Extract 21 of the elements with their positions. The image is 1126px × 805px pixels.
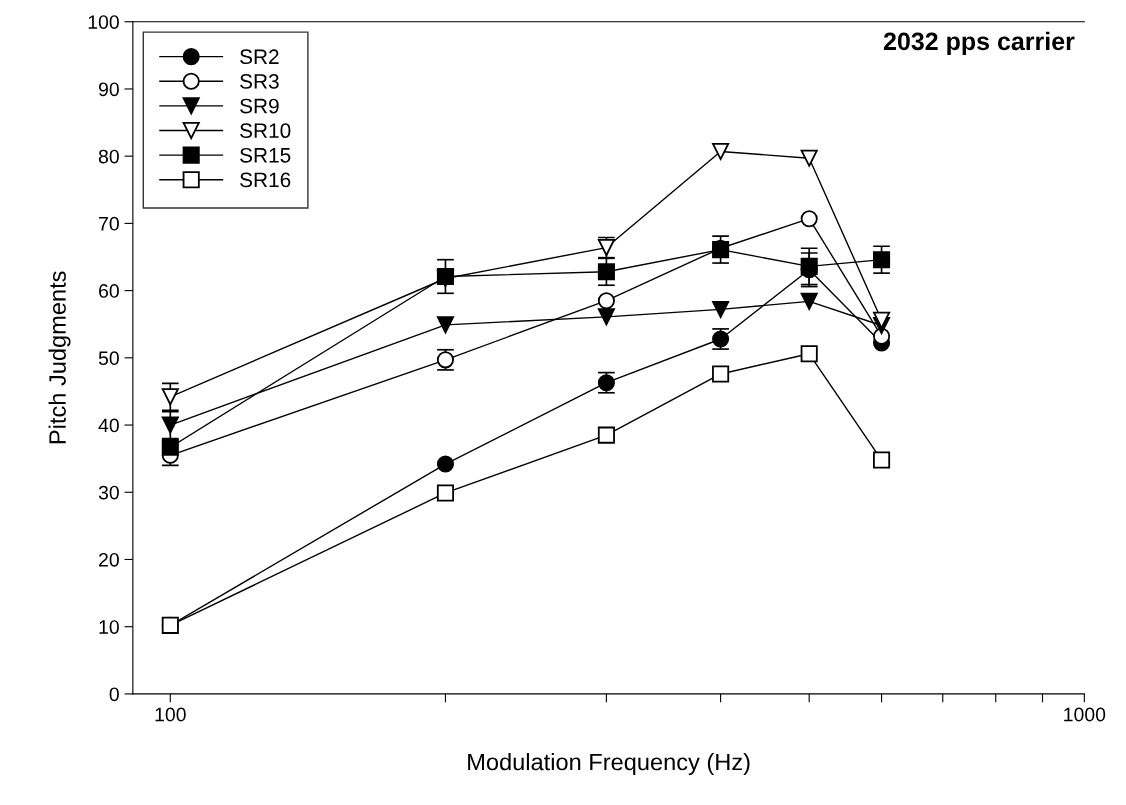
x-axis-title: Modulation Frequency (Hz) xyxy=(468,753,750,776)
legend-label: SR16 xyxy=(240,172,291,188)
legend-label: SR3 xyxy=(240,74,279,89)
legend-label: SR9 xyxy=(240,98,279,114)
y-tick-label: 0 xyxy=(109,687,119,702)
y-tick-label: 100 xyxy=(88,15,119,29)
y-tick-label: 20 xyxy=(99,552,119,567)
y-axis-title: Pitch Judgments xyxy=(48,271,71,444)
y-tick-label: 70 xyxy=(99,216,119,231)
annotation: 2032 pps carrier xyxy=(883,31,1075,56)
x-tick-label: 1000 xyxy=(1064,707,1106,722)
y-tick-label: 40 xyxy=(98,418,119,433)
legend-label: SR2 xyxy=(240,49,279,65)
y-tick-label: 90 xyxy=(98,82,119,97)
legend-label: SR10 xyxy=(240,123,291,139)
y-tick-label: 10 xyxy=(99,620,119,634)
y-tick-label: 50 xyxy=(98,351,119,366)
y-tick-label: 80 xyxy=(98,149,119,164)
y-tick-label: 30 xyxy=(98,485,119,500)
legend-label: SR15 xyxy=(240,147,291,163)
y-tick-label: 60 xyxy=(99,284,119,298)
